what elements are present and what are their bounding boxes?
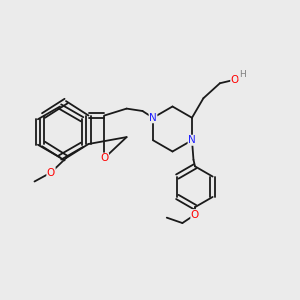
Text: N: N bbox=[188, 135, 196, 145]
Text: H: H bbox=[239, 70, 246, 80]
Text: O: O bbox=[191, 210, 199, 220]
Text: O: O bbox=[231, 75, 239, 85]
Text: O: O bbox=[100, 153, 109, 163]
Text: N: N bbox=[149, 113, 157, 123]
Text: O: O bbox=[47, 167, 55, 178]
